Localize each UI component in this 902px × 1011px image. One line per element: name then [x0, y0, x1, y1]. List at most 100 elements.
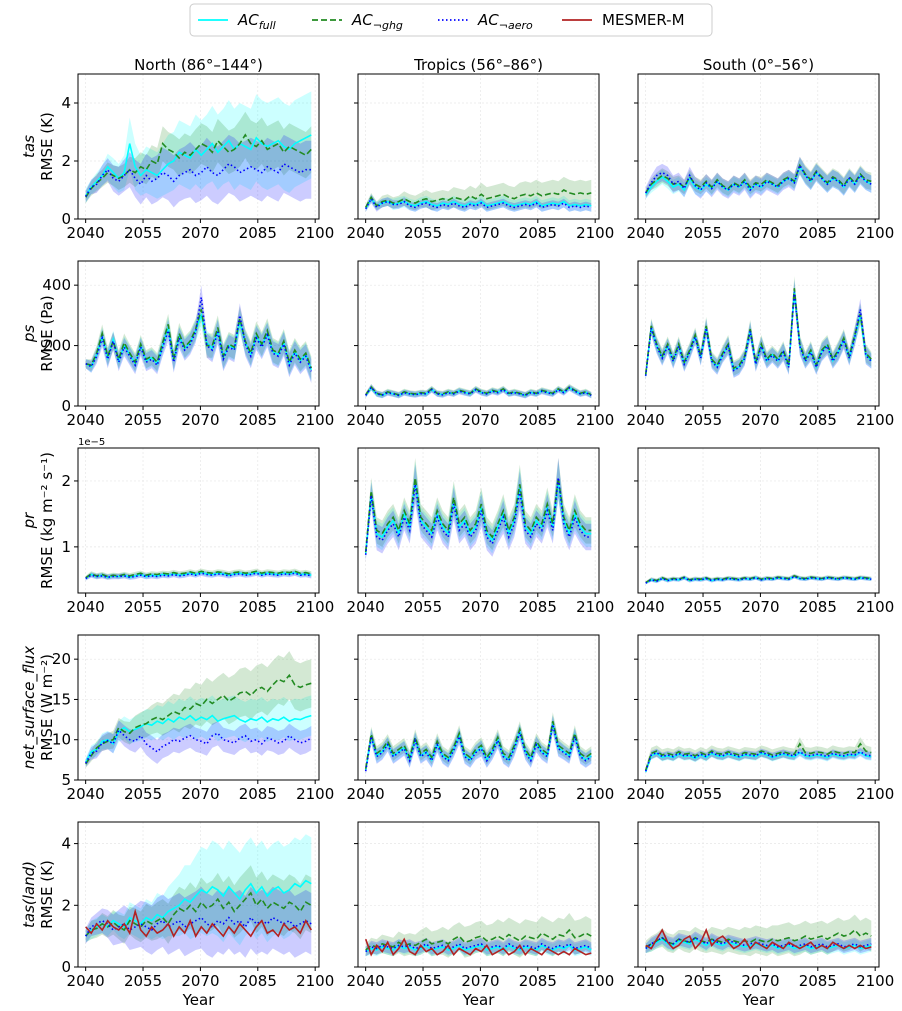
series-line-acaero — [85, 728, 312, 764]
y-tick-label: 2 — [61, 152, 71, 170]
x-tick-label: 2085 — [799, 224, 837, 242]
x-tick-label: 2070 — [741, 785, 779, 803]
x-tick-label: 2100 — [856, 598, 894, 616]
x-tick-label: 2085 — [799, 411, 837, 429]
series-line-acghg — [364, 721, 592, 769]
x-tick-label: 2100 — [296, 972, 334, 990]
series-line-acfull — [85, 134, 312, 197]
panel-ps-2: 2040 2055 2070 2085 2100 — [627, 260, 894, 429]
axes-frame — [637, 260, 880, 407]
x-tick-label: 2070 — [741, 972, 779, 990]
x-tick-label: 2070 — [181, 598, 219, 616]
x-tick-label: 2070 — [181, 224, 219, 242]
series-line-acfull — [364, 197, 592, 210]
x-tick-label: 2040 — [347, 785, 385, 803]
series-line-acghg — [644, 288, 872, 375]
x-tick-label: 2040 — [347, 411, 385, 429]
x-tick-label: 2100 — [856, 224, 894, 242]
series-line-acghg — [85, 891, 312, 937]
column-title-2: South (0°–56°) — [703, 56, 814, 74]
plot-area — [365, 383, 592, 399]
legend-sub-acghg: ¬ghg — [373, 19, 403, 32]
band-acghg — [85, 651, 312, 768]
x-tick-label: 2055 — [404, 598, 442, 616]
y-tick-label: 0 — [61, 210, 71, 228]
legend-label-mesmer: MESMER-M — [602, 11, 685, 29]
x-tick-label: 2040 — [67, 411, 105, 429]
series-line-acghg — [365, 385, 592, 396]
column-title-0: North (86°–144°) — [134, 56, 263, 74]
y-axis-label: RMSE (K) — [38, 112, 56, 181]
y-scale-note: 1e−5 — [78, 437, 105, 448]
y-tick-label: 20 — [52, 650, 71, 668]
plot-area — [84, 651, 312, 768]
x-tick-label: 2100 — [296, 785, 334, 803]
x-tick-label: 2085 — [799, 785, 837, 803]
band-acghg — [645, 156, 872, 198]
plot-area — [645, 914, 872, 957]
y-axis-variable: pr — [20, 512, 38, 530]
series-line-acfull — [84, 714, 312, 763]
axes-frame — [357, 447, 600, 594]
series-line-acghg — [364, 189, 592, 208]
series-line-acaero — [365, 385, 592, 397]
band-acaero — [85, 134, 312, 208]
band-acaero — [85, 285, 312, 384]
series-line-acfull — [645, 164, 872, 195]
y-axis-label: RMSE (K) — [38, 860, 56, 929]
x-tick-label: 2100 — [856, 785, 894, 803]
band-acfull — [365, 939, 592, 957]
panel-tas(land)-2: 2040 2055 2070 2085 2100 Year — [627, 821, 894, 1009]
x-tick-label: 2100 — [296, 598, 334, 616]
y-axis-variable: tas(land) — [20, 861, 38, 928]
band-acfull — [85, 834, 312, 946]
band-acaero — [365, 715, 592, 776]
x-tick-label: 2085 — [239, 224, 277, 242]
series-line-acghg — [364, 477, 592, 553]
axes-frame — [637, 73, 880, 220]
x-tick-label: 2085 — [239, 785, 277, 803]
x-tick-label: 2070 — [461, 972, 499, 990]
x-tick-label: 2100 — [576, 785, 614, 803]
series-line-acfull — [365, 944, 592, 953]
x-tick-label: 2085 — [799, 972, 837, 990]
x-tick-label: 2055 — [404, 785, 442, 803]
x-tick-label: 2085 — [519, 972, 557, 990]
y-tick-label: 0 — [61, 397, 71, 415]
band-acaero — [85, 720, 312, 768]
series-line-mesmer — [85, 908, 312, 938]
x-tick-label: 2070 — [181, 972, 219, 990]
y-tick-label: 0 — [61, 958, 71, 976]
series-line-acaero — [645, 575, 872, 584]
band-acaero — [85, 886, 312, 958]
x-tick-label: 2055 — [124, 972, 162, 990]
x-tick-label: 2040 — [67, 785, 105, 803]
x-tick-label: 2040 — [627, 224, 665, 242]
panel-ps-0: 2040 2055 2070 2085 2100 0 200 400 ps RMSE (Pa) — [20, 260, 334, 429]
panel-tas-0: 2040 2055 2070 2085 2100 0 2 4 tas RMSE (K) — [20, 73, 334, 242]
y-tick-label: 10 — [52, 731, 71, 749]
panel-tas(land)-1: 2040 2055 2070 2085 2100 Year — [347, 821, 614, 1009]
x-tick-label: 2055 — [684, 598, 722, 616]
series-line-acghg — [645, 928, 872, 948]
axes-frame — [357, 634, 600, 781]
x-tick-label: 2085 — [239, 598, 277, 616]
y-tick-label: 5 — [61, 771, 71, 789]
plot-area — [644, 156, 872, 199]
band-acfull — [645, 279, 872, 381]
panel-pr-2: 2040 2055 2070 2085 2100 — [627, 447, 894, 616]
x-tick-label: 2040 — [347, 598, 385, 616]
series-line-acghg — [85, 673, 312, 765]
panel-ps-1: 2040 2055 2070 2085 2100 — [347, 260, 614, 429]
x-tick-label: 2085 — [239, 411, 277, 429]
plot-area — [644, 737, 872, 775]
x-tick-label: 2070 — [741, 224, 779, 242]
plot-area — [364, 712, 592, 776]
series-line-acaero — [85, 916, 312, 937]
x-tick-label: 2100 — [296, 224, 334, 242]
x-tick-label: 2070 — [741, 411, 779, 429]
series-line-acaero — [365, 942, 592, 953]
x-tick-label: 2055 — [684, 224, 722, 242]
